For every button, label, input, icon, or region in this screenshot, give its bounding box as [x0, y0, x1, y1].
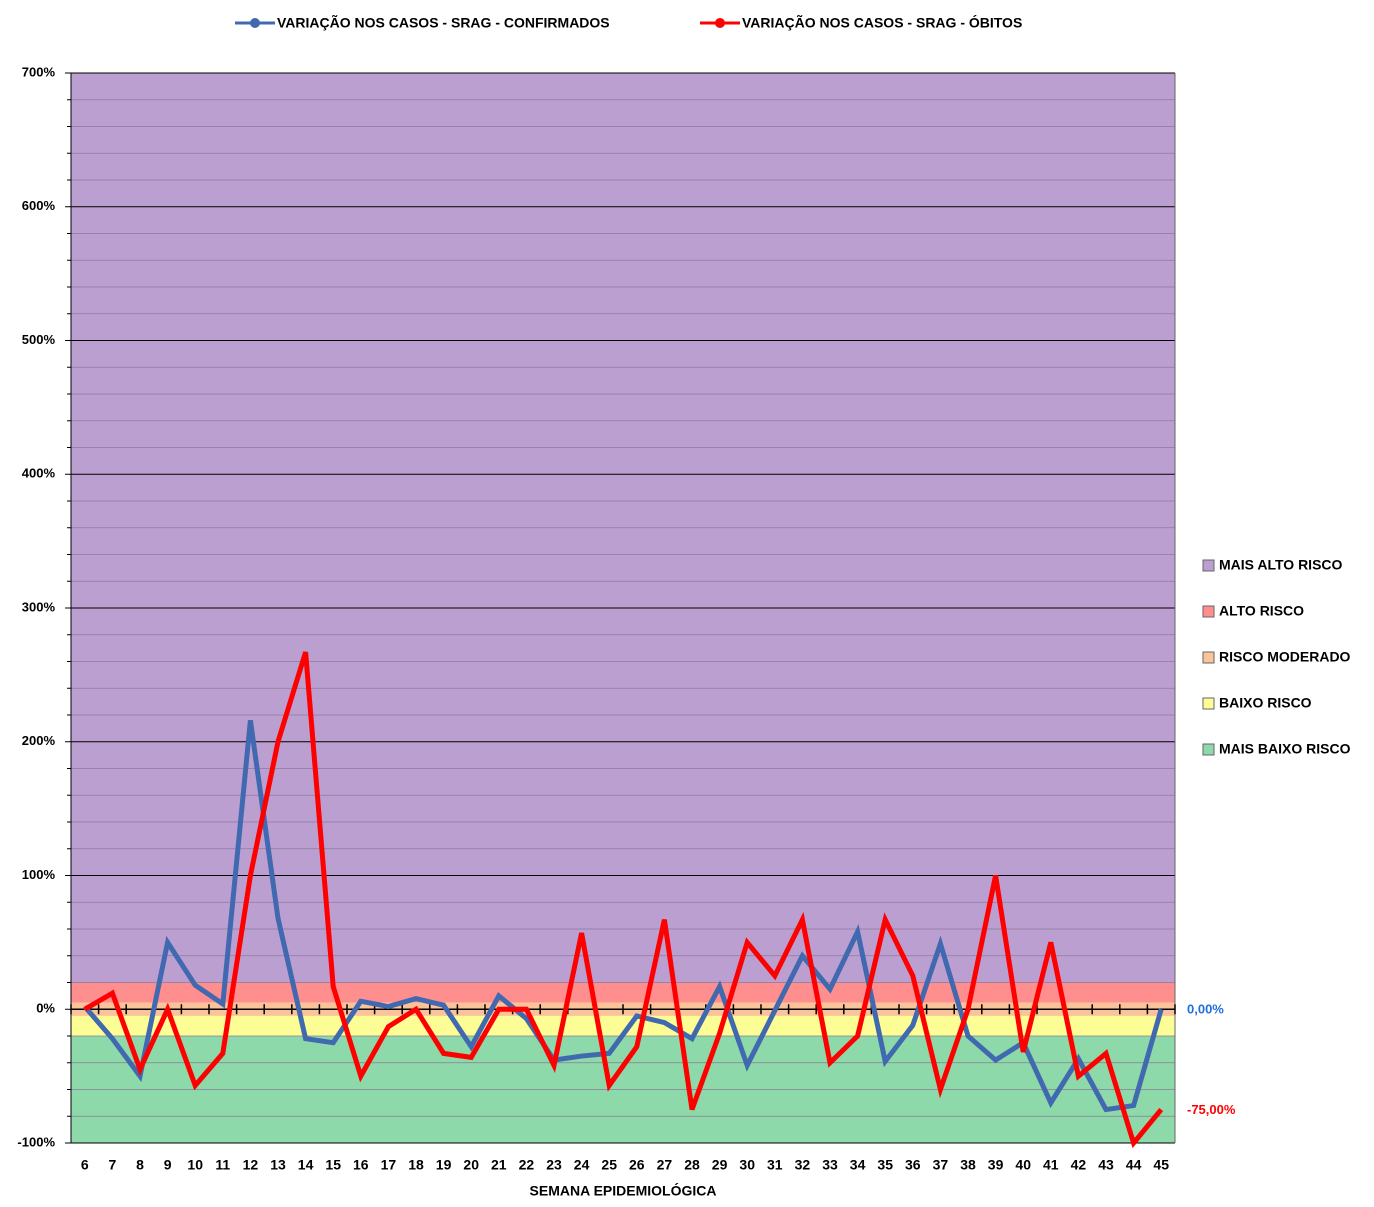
- series-line: [83, 651, 1164, 1149]
- x-tick-label: 37: [933, 1157, 949, 1173]
- y-tick-label: -100%: [17, 1134, 55, 1149]
- x-tick-label: 26: [629, 1157, 645, 1173]
- risk-band: [71, 982, 1175, 1003]
- x-tick-label: 44: [1126, 1157, 1142, 1173]
- legend-marker: [250, 18, 260, 28]
- annotation: -75,00%: [1187, 1102, 1236, 1117]
- band-legend-label: MAIS ALTO RISCO: [1219, 557, 1343, 573]
- x-tick-label: 24: [574, 1157, 590, 1173]
- band-legend-swatch: [1202, 605, 1215, 618]
- y-tick-label: 700%: [22, 64, 56, 79]
- x-tick-label: 38: [960, 1157, 976, 1173]
- x-tick-label: 35: [877, 1157, 893, 1173]
- x-tick-label: 42: [1071, 1157, 1087, 1173]
- band-legend-label: RISCO MODERADO: [1219, 649, 1351, 665]
- x-tick-label: 11: [215, 1157, 230, 1173]
- x-tick-label: 6: [81, 1157, 89, 1173]
- x-tick-label: 45: [1153, 1157, 1169, 1173]
- x-tick-label: 18: [408, 1157, 424, 1173]
- x-tick-label: 22: [519, 1157, 535, 1173]
- x-tick-label: 16: [353, 1157, 369, 1173]
- band-legend-label: BAIXO RISCO: [1219, 695, 1312, 711]
- x-tick-label: 19: [436, 1157, 452, 1173]
- x-tick-label: 8: [136, 1157, 144, 1173]
- band-legend-swatch: [1202, 651, 1215, 664]
- y-tick-label: 600%: [22, 198, 56, 213]
- x-tick-label: 13: [270, 1157, 286, 1173]
- y-tick-label: 100%: [22, 867, 56, 882]
- band-legend-swatch: [1202, 743, 1215, 756]
- y-tick-label: 0%: [36, 1001, 55, 1016]
- band-legend-swatch: [1202, 697, 1215, 710]
- x-tick-label: 34: [850, 1157, 866, 1173]
- band-legend-label: MAIS BAIXO RISCO: [1219, 741, 1351, 757]
- x-tick-label: 7: [109, 1157, 117, 1173]
- x-tick-label: 17: [381, 1157, 397, 1173]
- x-tick-label: 32: [795, 1157, 811, 1173]
- band-legend-label: ALTO RISCO: [1219, 603, 1304, 619]
- x-tick-label: 15: [325, 1157, 341, 1173]
- x-tick-label: 28: [684, 1157, 700, 1173]
- x-axis-title: SEMANA EPIDEMIOLÓGICA: [530, 1182, 717, 1199]
- legend-label: VARIAÇÃO NOS CASOS - SRAG - CONFIRMADOS: [277, 14, 610, 31]
- x-tick-label: 39: [988, 1157, 1004, 1173]
- y-tick-label: 300%: [22, 599, 56, 614]
- x-tick-label: 41: [1043, 1157, 1059, 1173]
- x-tick-label: 23: [546, 1157, 562, 1173]
- legend-marker: [715, 18, 725, 28]
- legend-label: VARIAÇÃO NOS CASOS - SRAG - ÓBITOS: [742, 14, 1022, 31]
- x-tick-label: 36: [905, 1157, 921, 1173]
- x-tick-label: 33: [822, 1157, 838, 1173]
- band-legend-swatch: [1202, 559, 1215, 572]
- x-tick-label: 40: [1015, 1157, 1031, 1173]
- x-tick-label: 29: [712, 1157, 728, 1173]
- x-tick-label: 20: [463, 1157, 479, 1173]
- x-tick-label: 43: [1098, 1157, 1114, 1173]
- x-tick-label: 14: [298, 1157, 314, 1173]
- x-tick-label: 21: [491, 1157, 507, 1173]
- x-tick-label: 27: [657, 1157, 673, 1173]
- y-tick-label: 400%: [22, 466, 56, 481]
- y-tick-label: 500%: [22, 332, 56, 347]
- x-tick-label: 31: [767, 1157, 783, 1173]
- annotation: 0,00%: [1187, 1002, 1224, 1017]
- x-tick-label: 10: [187, 1157, 203, 1173]
- x-tick-label: 25: [601, 1157, 617, 1173]
- x-tick-label: 12: [243, 1157, 259, 1173]
- y-tick-label: 200%: [22, 733, 56, 748]
- x-tick-label: 9: [164, 1157, 172, 1173]
- x-tick-label: 30: [739, 1157, 755, 1173]
